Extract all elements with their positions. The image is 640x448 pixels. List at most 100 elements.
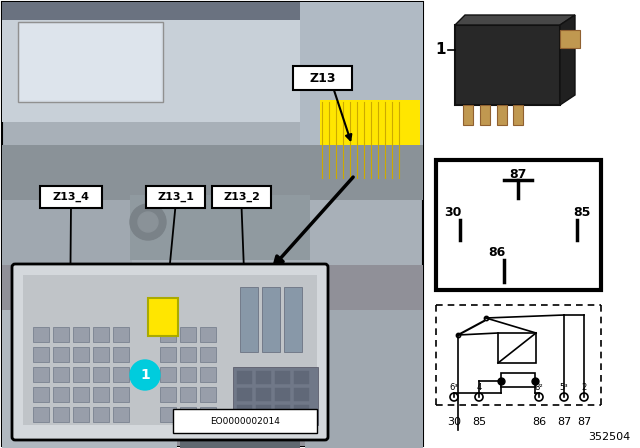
- FancyBboxPatch shape: [160, 387, 176, 402]
- FancyBboxPatch shape: [300, 2, 423, 182]
- FancyBboxPatch shape: [73, 387, 89, 402]
- Text: 6³: 6³: [450, 383, 458, 392]
- Text: 352504: 352504: [588, 432, 630, 442]
- FancyBboxPatch shape: [2, 2, 423, 122]
- FancyBboxPatch shape: [73, 367, 89, 382]
- FancyBboxPatch shape: [256, 371, 271, 384]
- FancyBboxPatch shape: [212, 186, 271, 208]
- Text: 87: 87: [509, 168, 527, 181]
- Text: 30: 30: [447, 417, 461, 427]
- Text: Z13_1: Z13_1: [157, 192, 194, 202]
- Text: 86: 86: [532, 417, 546, 427]
- FancyBboxPatch shape: [12, 264, 328, 440]
- FancyBboxPatch shape: [237, 388, 252, 401]
- FancyBboxPatch shape: [294, 388, 309, 401]
- FancyBboxPatch shape: [180, 310, 300, 448]
- FancyBboxPatch shape: [305, 310, 423, 448]
- Text: 85: 85: [472, 417, 486, 427]
- FancyBboxPatch shape: [2, 2, 423, 446]
- FancyBboxPatch shape: [275, 405, 290, 418]
- Text: 87: 87: [557, 417, 571, 427]
- FancyBboxPatch shape: [294, 371, 309, 384]
- Text: 1: 1: [140, 368, 150, 382]
- Text: 86: 86: [488, 246, 505, 258]
- FancyBboxPatch shape: [200, 367, 216, 382]
- FancyBboxPatch shape: [113, 387, 129, 402]
- FancyBboxPatch shape: [113, 327, 129, 342]
- FancyBboxPatch shape: [160, 407, 176, 422]
- FancyBboxPatch shape: [53, 327, 69, 342]
- FancyBboxPatch shape: [237, 371, 252, 384]
- FancyBboxPatch shape: [180, 367, 196, 382]
- FancyBboxPatch shape: [180, 347, 196, 362]
- FancyBboxPatch shape: [73, 327, 89, 342]
- FancyBboxPatch shape: [284, 287, 302, 352]
- FancyBboxPatch shape: [480, 105, 490, 125]
- FancyBboxPatch shape: [173, 409, 317, 433]
- FancyBboxPatch shape: [130, 195, 310, 260]
- FancyBboxPatch shape: [320, 100, 420, 180]
- FancyBboxPatch shape: [180, 327, 196, 342]
- FancyBboxPatch shape: [73, 407, 89, 422]
- Text: 85: 85: [573, 206, 590, 219]
- FancyBboxPatch shape: [200, 407, 216, 422]
- FancyBboxPatch shape: [501, 373, 535, 387]
- FancyBboxPatch shape: [275, 371, 290, 384]
- FancyBboxPatch shape: [148, 298, 178, 336]
- FancyBboxPatch shape: [463, 105, 473, 125]
- FancyBboxPatch shape: [180, 387, 196, 402]
- FancyBboxPatch shape: [53, 407, 69, 422]
- FancyBboxPatch shape: [33, 327, 49, 342]
- FancyBboxPatch shape: [20, 24, 161, 100]
- Text: 8²: 8²: [534, 383, 543, 392]
- FancyBboxPatch shape: [40, 186, 102, 208]
- FancyBboxPatch shape: [53, 387, 69, 402]
- FancyBboxPatch shape: [160, 327, 176, 342]
- Polygon shape: [455, 15, 575, 25]
- FancyBboxPatch shape: [93, 347, 109, 362]
- FancyBboxPatch shape: [146, 186, 205, 208]
- Circle shape: [138, 212, 158, 232]
- FancyBboxPatch shape: [23, 275, 317, 425]
- FancyBboxPatch shape: [180, 407, 196, 422]
- FancyBboxPatch shape: [160, 367, 176, 382]
- Text: 4: 4: [476, 383, 482, 392]
- FancyBboxPatch shape: [93, 407, 109, 422]
- FancyBboxPatch shape: [2, 265, 423, 446]
- FancyBboxPatch shape: [2, 200, 132, 270]
- FancyBboxPatch shape: [436, 160, 601, 290]
- FancyBboxPatch shape: [33, 407, 49, 422]
- FancyBboxPatch shape: [497, 105, 507, 125]
- FancyBboxPatch shape: [262, 287, 280, 352]
- Text: Z13: Z13: [309, 72, 336, 85]
- FancyBboxPatch shape: [113, 407, 129, 422]
- FancyBboxPatch shape: [293, 66, 352, 90]
- FancyBboxPatch shape: [294, 405, 309, 418]
- Text: 87: 87: [577, 417, 591, 427]
- Text: EO0000002014: EO0000002014: [210, 417, 280, 426]
- FancyBboxPatch shape: [560, 30, 580, 48]
- FancyBboxPatch shape: [33, 367, 49, 382]
- FancyBboxPatch shape: [200, 347, 216, 362]
- FancyBboxPatch shape: [93, 327, 109, 342]
- FancyBboxPatch shape: [275, 388, 290, 401]
- Text: 1: 1: [435, 43, 445, 57]
- FancyBboxPatch shape: [113, 347, 129, 362]
- FancyBboxPatch shape: [18, 22, 163, 102]
- Circle shape: [130, 204, 166, 240]
- FancyBboxPatch shape: [2, 145, 423, 200]
- FancyBboxPatch shape: [93, 367, 109, 382]
- FancyBboxPatch shape: [33, 387, 49, 402]
- Circle shape: [130, 360, 160, 390]
- FancyBboxPatch shape: [93, 387, 109, 402]
- FancyBboxPatch shape: [256, 388, 271, 401]
- Text: Z13_4: Z13_4: [52, 192, 90, 202]
- FancyBboxPatch shape: [233, 367, 318, 425]
- FancyBboxPatch shape: [33, 347, 49, 362]
- Text: Z13_2: Z13_2: [223, 192, 260, 202]
- FancyBboxPatch shape: [2, 310, 177, 448]
- FancyBboxPatch shape: [200, 327, 216, 342]
- FancyBboxPatch shape: [53, 347, 69, 362]
- Text: 2: 2: [581, 383, 587, 392]
- Text: 5³: 5³: [560, 383, 568, 392]
